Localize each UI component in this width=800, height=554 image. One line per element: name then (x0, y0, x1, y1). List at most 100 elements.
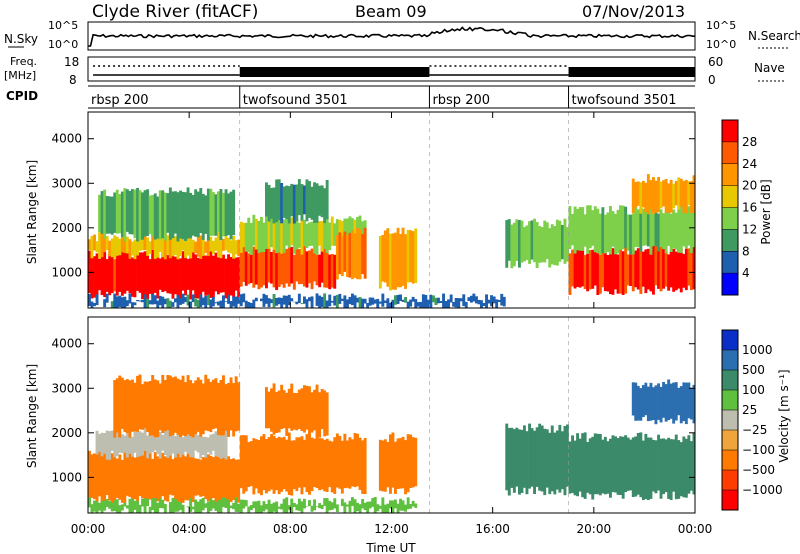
y-tick-label: 4000 (51, 132, 82, 146)
heatmap-cell (95, 241, 99, 253)
heatmap-cell (434, 297, 438, 305)
heatmap-cell (378, 505, 382, 509)
heatmap-cell (257, 252, 261, 290)
heatmap-cell (624, 245, 628, 294)
heatmap-cell (421, 294, 425, 308)
heatmap-cell (108, 240, 112, 257)
heatmap-cell (634, 206, 638, 247)
heatmap-cell (603, 214, 607, 254)
heatmap-cell (262, 246, 266, 286)
heatmap-cell (272, 187, 276, 224)
heatmap-cell (196, 257, 200, 299)
heatmap-cell (677, 209, 681, 253)
heatmap-cell (222, 295, 225, 308)
heatmap-cell (540, 227, 544, 263)
heatmap-cell (285, 215, 289, 246)
heatmap-cell (166, 430, 170, 458)
heatmap-cell (591, 210, 595, 246)
heatmap-cell (290, 498, 294, 513)
heatmap-cell (252, 501, 256, 509)
heatmap-cell (662, 438, 665, 495)
cpid-segment-label: rbsp 200 (91, 93, 149, 108)
heatmap-cell (290, 183, 294, 217)
noise-right-label: N.Search (748, 29, 800, 43)
heatmap-cell (505, 423, 509, 491)
heatmap-cell (186, 236, 190, 256)
heatmap-cell (191, 453, 195, 503)
heatmap-cell (325, 250, 329, 288)
heatmap-cell (674, 434, 678, 500)
heatmap-cell (386, 228, 390, 287)
heatmap-cell (143, 428, 147, 451)
heatmap-cell (163, 380, 167, 432)
heatmap-cell (260, 298, 263, 302)
heatmap-cell (652, 214, 655, 247)
heatmap-cell (143, 251, 147, 296)
heatmap-cell (518, 220, 521, 268)
heatmap-cell (161, 434, 165, 451)
heatmap-cell (684, 207, 688, 249)
heatmap-cell (123, 252, 127, 294)
heatmap-cell (310, 248, 314, 290)
heatmap-cell (297, 437, 301, 488)
heatmap-cell (389, 434, 392, 494)
heatmap-cell (98, 451, 101, 497)
heatmap-cell (308, 222, 311, 246)
heatmap-cell (224, 498, 228, 508)
heatmap-cell (596, 208, 600, 254)
heatmap-cell (315, 183, 319, 223)
heatmap-cell (396, 294, 400, 304)
heatmap-cell (343, 295, 347, 308)
heatmap-cell (657, 249, 660, 289)
heatmap-cell (315, 215, 319, 255)
colorbar-tick-label: 24 (742, 157, 757, 171)
heatmap-cell (247, 442, 251, 487)
heatmap-cell (105, 456, 109, 495)
heatmap-cell (146, 189, 150, 236)
heatmap-cell (305, 506, 309, 507)
heatmap-cell (315, 254, 319, 286)
heatmap-cell (667, 183, 671, 213)
heatmap-cell (553, 226, 557, 266)
heatmap-cell (201, 436, 205, 455)
heatmap-cell (548, 228, 552, 268)
heatmap-cell (105, 499, 109, 507)
heatmap-cell (171, 255, 175, 299)
heatmap-cell (320, 296, 324, 307)
heatmap-cell (356, 502, 359, 511)
heatmap-cell (419, 301, 423, 308)
heatmap-cell (201, 383, 205, 435)
heatmap-cell (679, 386, 683, 424)
heatmap-cell (346, 504, 349, 507)
heatmap-cell (429, 294, 433, 308)
heatmap-cell (168, 434, 172, 456)
heatmap-cell (290, 383, 294, 431)
heatmap-cell (143, 234, 147, 251)
heatmap-cell (573, 440, 577, 496)
heatmap-cell (277, 506, 281, 509)
heatmap-cell (115, 429, 119, 457)
heatmap-cell (146, 435, 150, 459)
heatmap-cell (163, 192, 167, 241)
heatmap-cell (391, 432, 395, 488)
heatmap-cell (110, 238, 114, 258)
heatmap-cell (558, 424, 562, 493)
heatmap-cell (138, 190, 142, 240)
heatmap-cell (128, 254, 132, 294)
heatmap-cell (609, 251, 612, 295)
heatmap-cell (659, 181, 663, 209)
heatmap-cell (414, 299, 418, 308)
heatmap-cell (118, 375, 122, 438)
heatmap-cell (394, 232, 397, 290)
heatmap-cell (133, 382, 137, 432)
heatmap-cell (270, 252, 273, 284)
heatmap-cell (654, 245, 658, 286)
heatmap-cell (267, 391, 271, 429)
heatmap-cell (315, 384, 319, 437)
heatmap-cell (166, 235, 170, 255)
heatmap-cell (184, 432, 187, 452)
heatmap-cell (181, 504, 185, 513)
heatmap-cell (224, 189, 228, 236)
heatmap-cell (272, 383, 276, 435)
heatmap-cell (679, 248, 683, 293)
